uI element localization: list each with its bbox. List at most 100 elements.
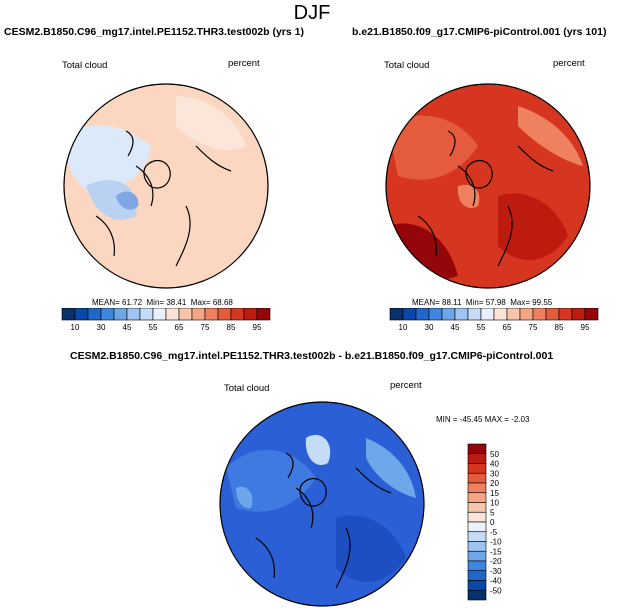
panel1-min-label: Min= <box>146 298 165 307</box>
panel2-field-region <box>518 106 583 166</box>
panel2-field-region <box>388 115 478 180</box>
panel1-stats: MEAN= 61.72 Min= 38.41 Max= 68.68 <box>92 298 233 307</box>
panel1-colorbar-tick-label: 45 <box>123 323 132 332</box>
panel3-colorbar-swatch <box>467 463 487 474</box>
panel2-mean-value: 88.11 <box>442 298 462 307</box>
panel2-field-region <box>498 193 568 260</box>
panel3-colorbar-swatch <box>467 560 487 572</box>
panel2-colorbar-swatch <box>467 308 482 321</box>
panel2-colorbar-swatch <box>454 308 469 321</box>
panel3-min-value: -45.45 <box>459 415 483 424</box>
panel1-colorbar-tick-label: 95 <box>253 323 262 332</box>
panel1-colorbar-tick-label: 10 <box>71 323 80 332</box>
panel1-colorbar-swatch <box>217 308 232 321</box>
panel2-colorbar-swatch <box>415 308 430 321</box>
panel2-colorbar-tick-label: 95 <box>581 323 590 332</box>
panel2-title: b.e21.B1850.f09_g17.CMIP6-piControl.001 … <box>352 26 607 38</box>
panel2-stats: MEAN= 88.11 Min= 57.98 Max= 99.55 <box>412 298 552 307</box>
panel2-colorbar-swatch <box>584 308 599 321</box>
panel2-mean-label: MEAN= <box>412 298 440 307</box>
panel3-max-value: -2.03 <box>511 415 530 424</box>
panel3-colorbar-swatch <box>467 531 487 542</box>
panel3-colorbar-tick-label: 0 <box>490 518 495 527</box>
panel3-colorbar-swatch <box>467 570 487 581</box>
panel3-colorbar-tick-label: -50 <box>490 586 502 595</box>
panel1-max-label: Max= <box>190 298 211 307</box>
panel2-colorbar-swatch <box>441 308 456 321</box>
panel1-mean-label: MEAN= <box>92 298 120 307</box>
panel3-colorbar-swatch <box>467 589 487 601</box>
panel1-field-region <box>116 191 139 210</box>
panel3-min-label: MIN = <box>436 415 458 424</box>
panel3-colorbar-swatch <box>467 580 487 591</box>
panel2-colorbar-swatch <box>493 308 508 321</box>
panel2-colorbar-swatch <box>545 308 560 321</box>
panel1-colorbar-tick-label: 55 <box>149 323 158 332</box>
panel2-colorbar-swatch <box>571 308 586 321</box>
panel1-colorbar-swatch <box>230 308 245 321</box>
panel1-field-region <box>86 180 137 220</box>
panel1-colorbar-swatch <box>191 308 206 321</box>
panel1-colorbar-tick-label: 30 <box>97 323 106 332</box>
panel1-min-value: 38.41 <box>166 298 187 307</box>
panel3-colorbar-swatch <box>467 541 487 552</box>
panel1-colorbar-swatch <box>87 308 102 321</box>
panel1-colorbar-tick-label: 65 <box>175 323 184 332</box>
panel2-map <box>385 83 591 289</box>
panel1-colorbar-swatch <box>152 308 167 321</box>
panel1-colorbar-swatch <box>74 308 89 321</box>
panel1-field-label: Total cloud <box>62 60 108 71</box>
panel2-colorbar: 10 30 45 55 65 75 85 95 <box>389 308 599 332</box>
panel3-colorbar-tick-label: 5 <box>490 508 495 517</box>
panel3-field-region <box>336 515 406 582</box>
panel1-colorbar-swatch <box>113 308 128 321</box>
panel3-colorbar-swatch <box>467 472 487 484</box>
panel2-colorbar-swatch <box>428 308 443 321</box>
panel2-colorbar-swatch <box>506 308 521 321</box>
panel1-colorbar-swatch <box>61 308 76 321</box>
panel1-field-region <box>64 125 151 196</box>
panel2-colorbar-tick-label: 75 <box>529 323 538 332</box>
panel1-colorbar-swatch <box>126 308 141 321</box>
panel1-units-label: percent <box>228 58 260 69</box>
panel3-colorbar-tick-label: -30 <box>490 567 502 576</box>
panel3-colorbar-tick-label: 10 <box>490 499 499 508</box>
panel3-colorbar-swatch <box>467 492 487 503</box>
panel3-colorbar-tick-label: 50 <box>490 450 499 459</box>
panel2-colorbar-swatch <box>402 308 417 321</box>
panel2-colorbar-tick-label: 55 <box>477 323 486 332</box>
panel1-colorbar-swatch <box>204 308 219 321</box>
panel1-field-region <box>176 96 246 150</box>
panel3-colorbar-swatch <box>467 502 487 513</box>
panel3-colorbar-tick-label: 40 <box>490 460 499 469</box>
panel3-colorbar-swatch <box>467 550 487 562</box>
panel1-colorbar-swatch <box>100 308 115 321</box>
panel1-title: CESM2.B1850.C96_mg17.intel.PE1152.THR3.t… <box>4 26 304 38</box>
panel3-colorbar-swatch <box>467 521 487 533</box>
panel3-colorbar-swatch <box>467 443 487 455</box>
panel1-max-value: 68.68 <box>212 298 233 307</box>
panel3-map <box>219 401 425 607</box>
panel3-colorbar-tick-label: -40 <box>490 577 502 586</box>
panel3-colorbar-swatch <box>467 482 487 494</box>
panel3-units-label: percent <box>390 380 422 391</box>
panel1-colorbar-swatch <box>178 308 193 321</box>
panel1-colorbar: 10 30 45 55 65 75 85 95 <box>61 308 271 332</box>
panel3-colorbar-swatch <box>467 511 487 523</box>
panel3-stats: MIN = -45.45 MAX = -2.03 <box>436 415 529 424</box>
panel3-field-region <box>305 434 331 466</box>
panel1-map <box>63 83 269 289</box>
panel1-mean-value: 61.72 <box>122 298 143 307</box>
panel2-units-label: percent <box>553 58 585 69</box>
panel2-min-value: 57.98 <box>485 298 506 307</box>
panel2-max-value: 99.55 <box>532 298 553 307</box>
panel2-field-label: Total cloud <box>384 60 430 71</box>
panel3-field-region <box>236 486 253 509</box>
panel3-colorbar-tick-label: 15 <box>490 489 499 498</box>
panel3-max-label: MAX = <box>484 415 509 424</box>
panel2-colorbar-tick-label: 45 <box>451 323 460 332</box>
panel2-max-label: Max= <box>510 298 530 307</box>
panel2-colorbar-swatch <box>558 308 573 321</box>
